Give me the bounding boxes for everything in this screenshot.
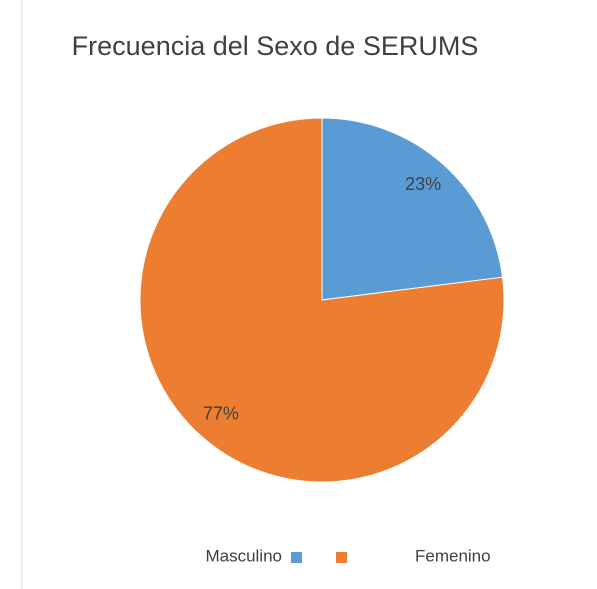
chart: Frecuencia del Sexo de SERUMS 23% 77% Masc… [0,0,597,589]
data-label: 77% [203,403,239,423]
data-label: 23% [405,174,441,194]
legend-label: Masculino [205,546,282,565]
chart-title: Frecuencia del Sexo de SERUMS [72,31,479,61]
legend-label: Femenino [415,546,491,565]
legend-marker [291,552,302,563]
legend-marker [336,552,347,563]
